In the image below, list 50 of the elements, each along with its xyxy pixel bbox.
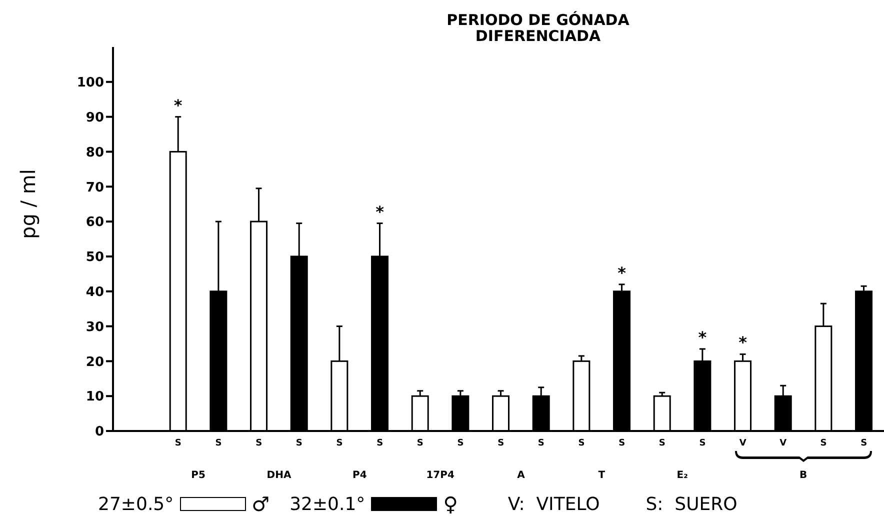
y-tick-label: 90	[86, 110, 104, 126]
text: S: SUERO	[646, 494, 738, 514]
y-tick-label: 60	[86, 215, 104, 230]
x-tick-label: S	[860, 438, 868, 448]
x-tick-label: S	[296, 438, 302, 448]
text: DHA	[266, 470, 292, 481]
y-tick-label: 40	[86, 284, 104, 300]
text: ♂	[252, 492, 270, 516]
legend-label: 32±0.1°	[290, 494, 366, 514]
data-label: *	[376, 202, 385, 222]
x-tick-label: S	[578, 438, 585, 448]
y-tick-label: 20	[86, 354, 104, 370]
y-tick-label: 100	[76, 76, 104, 91]
x-tick-label: S	[457, 438, 464, 448]
y-axis-title: pg / ml	[16, 169, 40, 239]
text: T	[597, 470, 606, 481]
text: P4	[352, 470, 368, 481]
x-tick-label: S	[618, 438, 626, 448]
y-tick-label: 70	[86, 180, 104, 196]
text: E₂	[676, 470, 689, 481]
x-tick-label: S	[174, 438, 182, 448]
text: B	[798, 470, 808, 481]
x-tick-label: S	[416, 438, 424, 448]
data-label: *	[698, 328, 708, 347]
y-tick-label: 0	[94, 424, 104, 440]
legend-label: 27±0.5°	[98, 494, 174, 514]
x-tick-label: V	[780, 438, 787, 448]
data-label: *	[174, 96, 183, 115]
x-tick-label: S	[498, 438, 504, 448]
y-tick-label: 10	[86, 390, 104, 405]
data-label: *	[618, 263, 627, 282]
x-tick-label: V	[739, 438, 746, 448]
data-label: *	[738, 333, 748, 352]
text: V: VITELO	[508, 494, 600, 514]
chart-title: PERIODO DE GÓNADA DIFERENCIADA	[446, 11, 630, 45]
y-tick-label: 30	[86, 320, 104, 335]
text: ♀	[443, 492, 458, 516]
x-tick-label: S	[256, 438, 262, 448]
x-tick-label: S	[376, 438, 384, 448]
x-tick-label: S	[215, 438, 222, 448]
x-tick-label: S	[538, 438, 544, 448]
text: 17P4	[425, 470, 456, 481]
x-tick-label: S	[820, 438, 827, 448]
x-tick-label: S	[336, 438, 343, 448]
x-tick-label: S	[658, 438, 666, 448]
text: P5	[190, 470, 206, 481]
y-tick-label: 80	[86, 145, 104, 160]
x-tick-label: S	[699, 438, 706, 448]
y-tick-label: 50	[86, 250, 104, 266]
text: A	[516, 470, 526, 481]
